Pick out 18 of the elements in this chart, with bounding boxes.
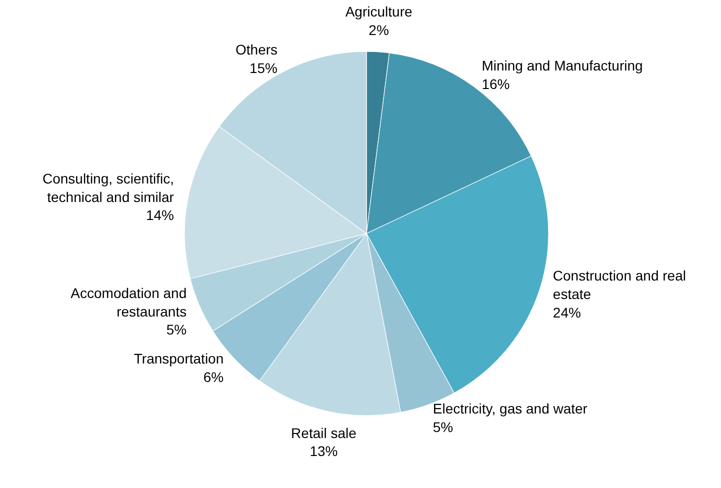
data-label: 2% [368,22,389,38]
data-label: 24% [552,304,581,320]
data-label: 13% [310,443,338,460]
data-label: 5% [166,322,187,338]
data-label: 6% [203,368,224,385]
slice-label: Consulting, scientific, technical and similar [42,170,174,205]
slice-label: Retail sale [291,424,357,441]
slice-label: Agriculture [345,3,412,20]
slice-label: Mining and Manufacturing [482,58,643,74]
data-label: 16% [482,76,510,92]
slice-label: Others [236,42,278,58]
slice-label: Transportation [134,350,224,366]
data-label: 14% [146,207,174,224]
slice-label: Construction and real estate [552,268,686,302]
data-label: 15% [249,60,278,76]
slice-label: Electricity, gas and water [432,400,588,417]
slice-label: Accomodation and restaurants [70,284,187,320]
data-label: 5% [432,419,454,436]
